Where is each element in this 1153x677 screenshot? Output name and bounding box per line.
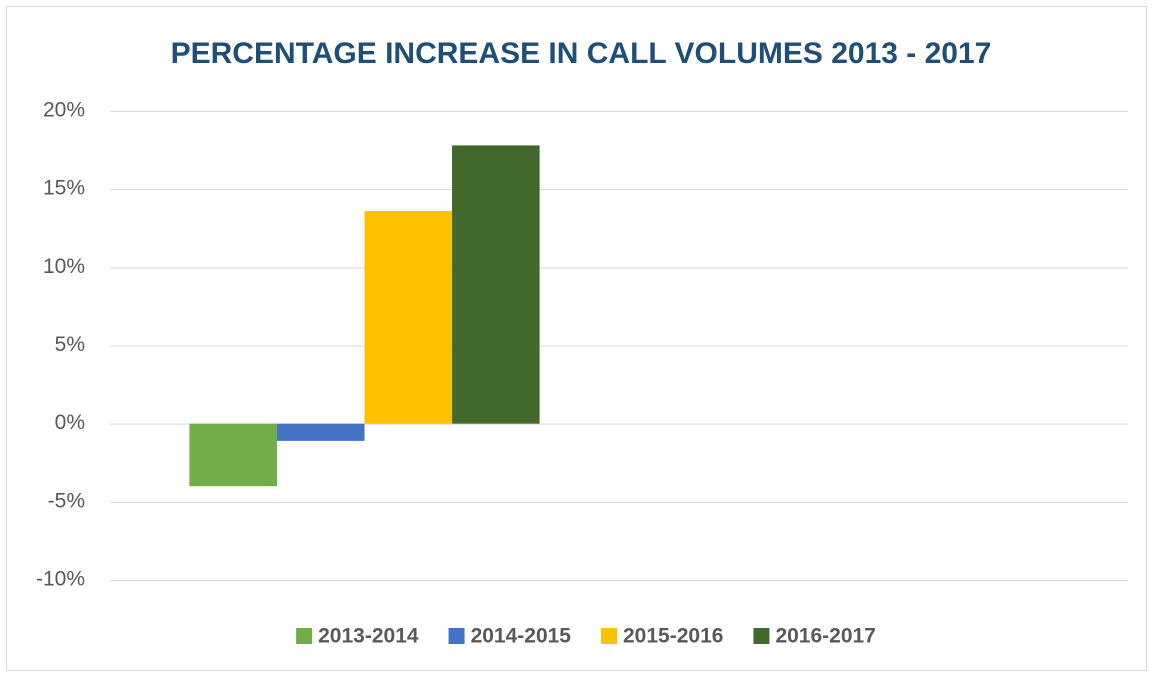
y-tick-label: 20%: [43, 99, 85, 122]
legend-label: 2013-2014: [318, 625, 419, 648]
y-tick-label: -5%: [48, 489, 85, 512]
bar: [364, 211, 453, 424]
chart-title: PERCENTAGE INCREASE IN CALL VOLUMES 2013…: [171, 37, 992, 70]
legend-label: 2016-2017: [775, 625, 875, 648]
bar: [452, 145, 540, 424]
y-tick-label: 5%: [55, 333, 85, 356]
legend-swatch: [753, 628, 770, 644]
legend-label: 2015-2016: [623, 625, 723, 648]
legend-swatch: [601, 628, 617, 644]
chart-border: [6, 6, 1147, 671]
bar: [189, 423, 277, 487]
legend-swatch: [448, 628, 465, 644]
legend-label: 2014-2015: [471, 625, 572, 648]
y-tick-label: 10%: [43, 255, 85, 278]
bar: [276, 423, 365, 441]
y-tick-label: 0%: [55, 411, 85, 434]
y-tick-label: 15%: [43, 177, 85, 200]
legend-swatch: [296, 628, 313, 644]
y-tick-label: -10%: [36, 568, 85, 591]
